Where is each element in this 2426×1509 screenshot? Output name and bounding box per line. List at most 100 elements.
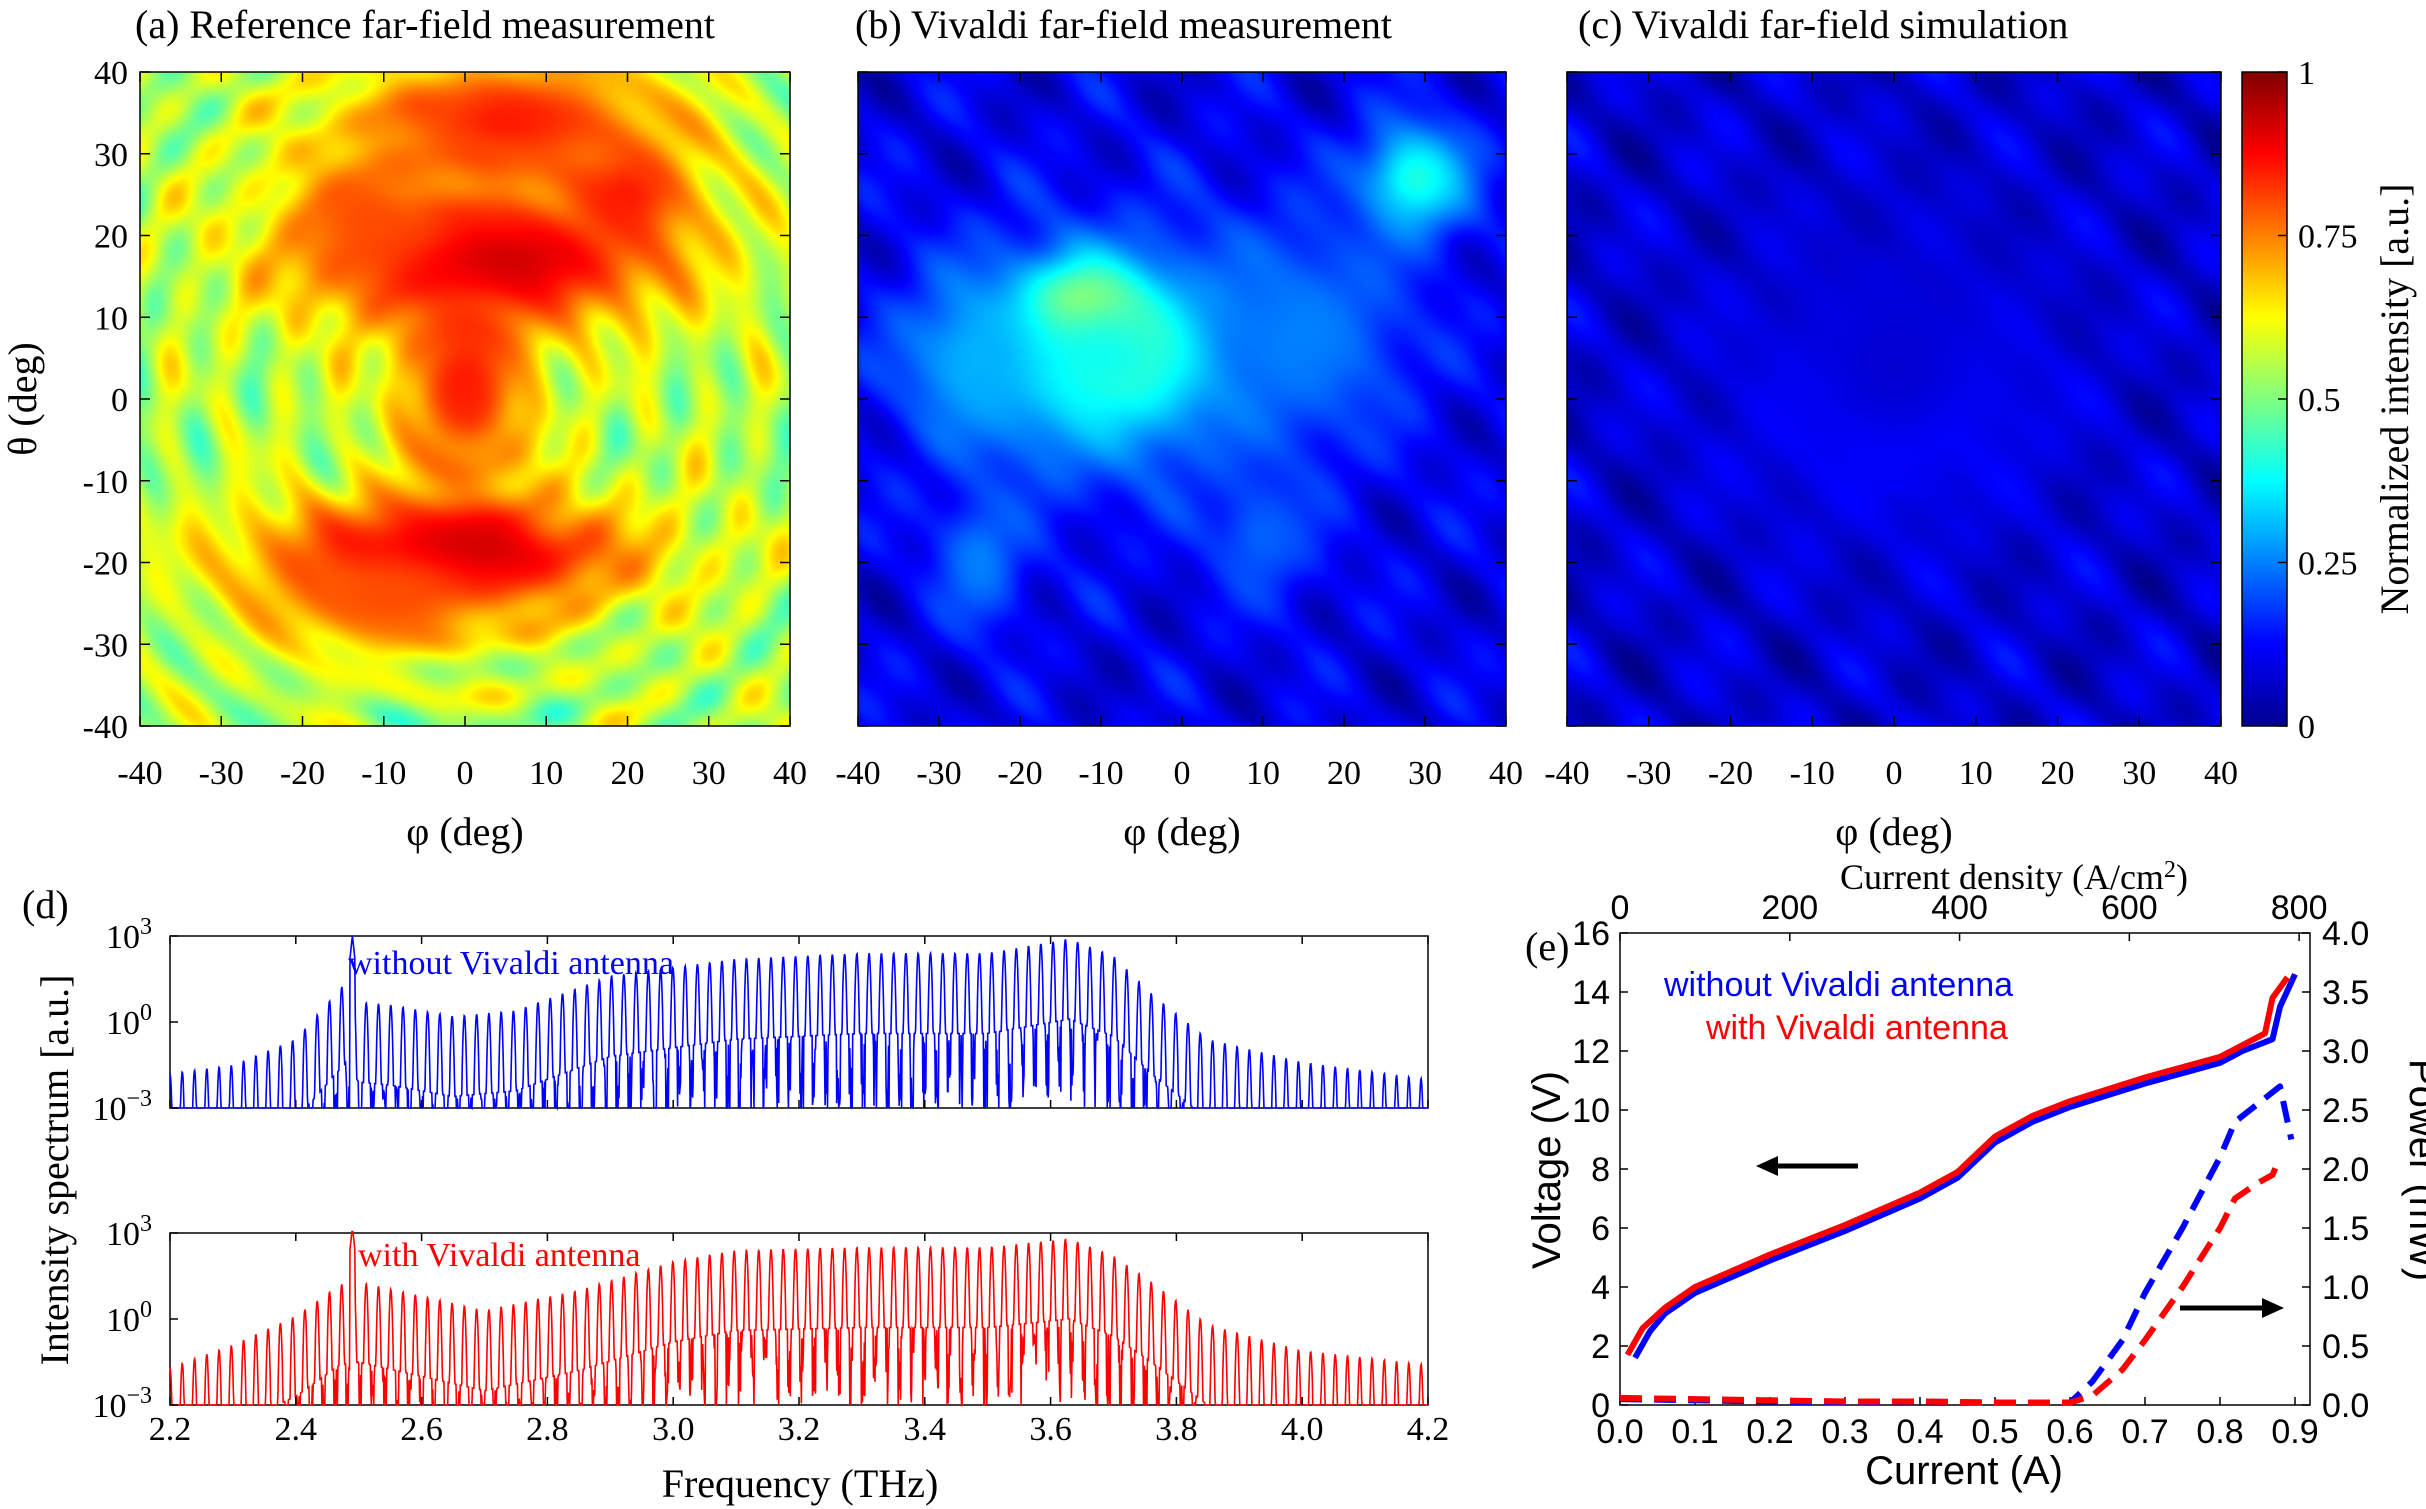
x-tick-label: -10 [1790, 755, 1835, 792]
y-tick-label: 20 [94, 219, 128, 256]
top-tick-label: 0 [1611, 889, 1630, 927]
x-tick-label: 20 [2041, 755, 2075, 792]
y-right-tick-label: 3.5 [2322, 974, 2369, 1012]
legend-e-without: without Vivaldi antenna [1663, 966, 2013, 1004]
x-tick-label: 3.0 [652, 1411, 695, 1448]
x-tick-label: -40 [835, 755, 880, 792]
x-tick-label: -10 [361, 755, 406, 792]
y-left-tick-label: 12 [1572, 1033, 1610, 1071]
panel-a: (a) Reference far-field measurement -40-… [0, 2, 807, 854]
x-tick-label: 40 [2204, 755, 2238, 792]
y-axis-label-d: Intensity spectrum [a.u.] [32, 975, 77, 1366]
x-tick-label: 0 [1886, 755, 1903, 792]
x-tick-label: 0.8 [2196, 1413, 2243, 1451]
y-tick-label: -40 [83, 709, 128, 746]
panel-c-title: (c) Vivaldi far-field simulation [1578, 2, 2068, 47]
series-line [1619, 1083, 2295, 1406]
panel-e: (e) 0.0 0.1 0.2 0.3 0.4 0.5 0.6 0.7 0.8 0.90 200 40… [1525, 857, 2426, 1493]
x-tick-label: 4.2 [1407, 1411, 1450, 1448]
spectrum-line [169, 935, 1428, 1111]
y-tick-label: 0 [111, 382, 128, 419]
x-tick-label: 2.4 [275, 1411, 318, 1448]
x-tick-label: 0 [457, 755, 474, 792]
x-tick-label: 0 [1174, 755, 1191, 792]
y-tick-label: 10−3 [92, 1383, 152, 1425]
x-tick-label: 3.8 [1155, 1411, 1198, 1448]
series-line [1624, 975, 2290, 1357]
x-axis-label-a: φ (deg) [406, 809, 523, 854]
x-tick-label: 3.6 [1029, 1411, 1072, 1448]
y-left-tick-label: 4 [1591, 1269, 1610, 1307]
x-tick-label: -20 [997, 755, 1042, 792]
x-tick-label: -20 [1708, 755, 1753, 792]
x-axis-label-c: φ (deg) [1835, 809, 1952, 854]
y-tick-label: 10−3 [92, 1086, 152, 1128]
y-tick-label: -10 [83, 464, 128, 501]
colorbar-tick-label: 0.5 [2298, 382, 2341, 419]
x-tick-label: 2.6 [400, 1411, 443, 1448]
y-right-tick-label: 3.0 [2322, 1033, 2369, 1071]
x-tick-label: 30 [2122, 755, 2156, 792]
colorbar-label: Normalized intensity [a.u.] [2372, 184, 2417, 615]
x-tick-label: 10 [529, 755, 563, 792]
y-right-tick-label: 1.0 [2322, 1269, 2369, 1307]
x-tick-label: -30 [199, 755, 244, 792]
x-tick-label: -30 [1626, 755, 1671, 792]
colorbar-tick-label: 0.75 [2298, 219, 2358, 256]
x-tick-label: 40 [773, 755, 807, 792]
y-right-tick-label: 2.5 [2322, 1092, 2369, 1130]
series-line [1619, 1156, 2283, 1406]
y-left-tick-label: 6 [1591, 1210, 1610, 1248]
y-axis-label-e-left: Voltage (V) [1525, 1071, 1569, 1269]
colorbar-tick-label: 0.25 [2298, 546, 2358, 583]
y-axis-label-e-right: Power (mW) [2401, 1059, 2426, 1281]
y-left-tick-label: 0 [1591, 1387, 1610, 1425]
x-tick-label: 2.8 [526, 1411, 569, 1448]
x-tick-label: 10 [1246, 755, 1280, 792]
y-tick-label: 100 [106, 1000, 152, 1042]
spectrum-line [169, 1230, 1428, 1408]
y-tick-label: 100 [106, 1297, 152, 1339]
panel-e-title: (e) [1525, 924, 1569, 969]
heatmap-a [140, 72, 790, 726]
arrow-left-voltage [1756, 1156, 1858, 1176]
panel-b-title: (b) Vivaldi far-field measurement [855, 2, 1392, 47]
x-axis-label-e: Current (A) [1865, 1449, 2063, 1493]
panel-a-title: (a) Reference far-field measurement [135, 2, 715, 47]
x-tick-label: 0.2 [1746, 1413, 1793, 1451]
x-tick-label: 3.4 [904, 1411, 947, 1448]
y-tick-label: 40 [94, 55, 128, 92]
top-tick-label: 600 [2101, 889, 2158, 927]
x-tick-label: 3.2 [778, 1411, 821, 1448]
x-tick-label: 0.4 [1896, 1413, 1943, 1451]
x-tick-label: -40 [117, 755, 162, 792]
y-tick-label: -30 [83, 627, 128, 664]
x-axis-label-d: Frequency (THz) [662, 1461, 939, 1506]
panel-b: (b) Vivaldi far-field measurement -40 -30… [835, 2, 1523, 854]
y-right-tick-label: 0.5 [2322, 1328, 2369, 1366]
top-tick-label: 400 [1931, 889, 1988, 927]
y-tick-label: 10 [94, 300, 128, 337]
x-tick-label: 10 [1959, 755, 1993, 792]
panel-c: (c) Vivaldi far-field simulation -40 -30-… [1544, 2, 2417, 854]
x-tick-label: -20 [280, 755, 325, 792]
x-tick-label: 0.5 [1971, 1413, 2018, 1451]
top-tick-label: 800 [2271, 889, 2328, 927]
x-tick-label: 0.3 [1821, 1413, 1868, 1451]
x-tick-label: -40 [1544, 755, 1589, 792]
y-tick-label: 30 [94, 137, 128, 174]
colorbar-tick-label: 0 [2298, 709, 2315, 746]
x-tick-label: 2.2 [149, 1411, 192, 1448]
panel-d: (d) 2.2 2.4 2.6 2.8 3.0 3.2 3.4 3.6 3.8 4.0 4.2 103… [22, 882, 1449, 1506]
panel-d-title: (d) [22, 882, 69, 927]
series-line [1632, 973, 2298, 1360]
y-right-tick-label: 4.0 [2322, 915, 2369, 953]
y-left-tick-label: 10 [1572, 1092, 1610, 1130]
x-tick-label: 0.6 [2046, 1413, 2093, 1451]
x-axis-label-b: φ (deg) [1123, 809, 1240, 854]
top-tick-label: 200 [1761, 889, 1818, 927]
heatmap-c [1567, 72, 2221, 726]
x-tick-label: 30 [692, 755, 726, 792]
y-tick-label: -20 [83, 546, 128, 583]
